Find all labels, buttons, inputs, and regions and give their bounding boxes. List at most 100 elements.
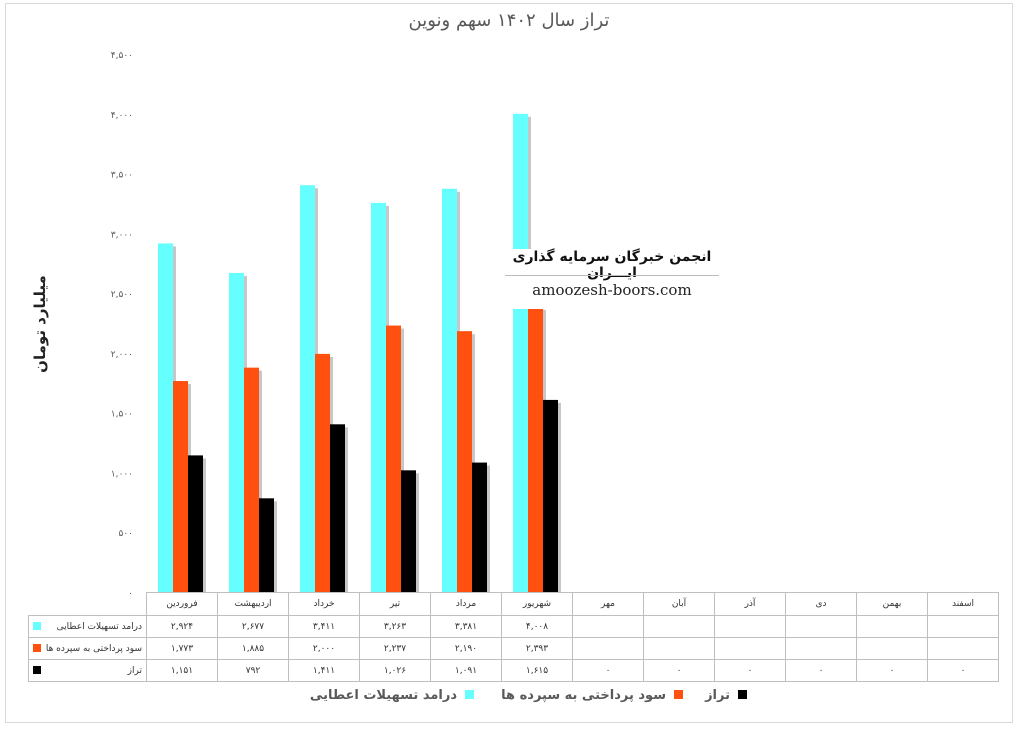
- table-cell: ۳,۴۱۱: [288, 615, 360, 638]
- table-cell: ۲,۱۹۰: [430, 637, 502, 660]
- legend-swatch: [465, 690, 474, 699]
- table-cell: ۰: [927, 659, 999, 682]
- data-table: فروردین اردیبهشت خرداد تیر مرداد شهریور مهر آبا…: [28, 592, 999, 682]
- balance-bar: [401, 470, 416, 593]
- table-cell: [927, 615, 999, 638]
- table-cell: ۲,۶۷۷: [217, 615, 289, 638]
- y-tick-label: ۰: [128, 589, 133, 599]
- category-label: فروردین: [146, 592, 218, 616]
- table-cell: ۰: [572, 659, 644, 682]
- income-bar: [371, 202, 386, 593]
- table-cell: ۰: [856, 659, 928, 682]
- category-label: بهمن: [856, 592, 928, 616]
- table-cell: ۳,۲۶۳: [359, 615, 431, 638]
- series-row-header: سود پرداختی به سپرده ها: [28, 637, 147, 660]
- table-cell: ۲,۳۹۳: [501, 637, 573, 660]
- table-cell: [714, 637, 786, 660]
- category-label: آبان: [643, 592, 715, 616]
- deposit-interest-bar: [528, 306, 543, 593]
- table-cell: [714, 615, 786, 638]
- legend-item: درامد تسهیلات اعطایی: [309, 688, 457, 703]
- legend-item: تراز: [705, 688, 730, 703]
- y-tick-label: ۴,۵۰۰: [111, 51, 133, 61]
- series-row-header: درامد تسهیلات اعطایی: [28, 615, 147, 638]
- series-row-header: تراز: [28, 659, 147, 682]
- table-cell: ۰: [643, 659, 715, 682]
- category-label: تیر: [359, 592, 431, 616]
- deposit-interest-bar: [315, 353, 330, 593]
- income-bar: [158, 243, 173, 593]
- series-swatch: [33, 622, 41, 630]
- table-cell: ۱,۴۱۱: [288, 659, 360, 682]
- table-cell: [856, 615, 928, 638]
- table-header-row: فروردین اردیبهشت خرداد تیر مرداد شهریور مهر آبا…: [29, 592, 999, 616]
- series-name: درامد تسهیلات اعطایی: [56, 621, 142, 632]
- table-cell: ۱,۰۹۱: [430, 659, 502, 682]
- chart-title: تراز سال ۱۴۰۲ سهم ونوین: [408, 10, 610, 31]
- table-cell: ۱,۸۸۵: [217, 637, 289, 660]
- balance-bar: [188, 455, 203, 593]
- table-cell: ۱,۷۷۳: [146, 637, 218, 660]
- table-cell: [785, 637, 857, 660]
- income-bar: [513, 113, 528, 593]
- legend-item: سود پرداختی به سپرده ها: [501, 688, 666, 703]
- category-label: اردیبهشت: [217, 592, 289, 616]
- category-label: مرداد: [430, 592, 502, 616]
- deposit-interest-bar: [386, 325, 401, 593]
- table-cell: ۲,۲۳۷: [359, 637, 431, 660]
- balance-bar: [330, 424, 345, 593]
- table-cell: ۷۹۲: [217, 659, 289, 682]
- balance-bar: [543, 399, 558, 593]
- table-cell: ۱,۰۲۶: [359, 659, 431, 682]
- category-label: دی: [785, 592, 857, 616]
- table-cell: ۳,۳۸۱: [430, 615, 502, 638]
- table-cell: ۴,۰۰۸: [501, 615, 573, 638]
- balance-row: تراز ۱,۱۵۱ ۷۹۲ ۱,۴۱۱ ۱,۰۲۶ ۱,۰۹۱ ۱,۶۱۵ ۰ ۰ ۰ ۰ ۰ ۰: [28, 659, 999, 682]
- table-cell: ۱,۶۱۵: [501, 659, 573, 682]
- table-cell: ۲,۹۲۴: [146, 615, 218, 638]
- y-axis-ticks: ۰ ۵۰۰ ۱,۰۰۰ ۱,۵۰۰ ۲,۰۰۰ ۲,۵۰۰ ۳,۰۰۰ ۳,۵۰۰ ۴,۰۰۰ ۴…: [111, 51, 133, 599]
- series-swatch: [33, 666, 41, 674]
- bar-marks: [158, 113, 561, 594]
- watermark: انجمن خبرگان سرمایه گذاری ایـــران amooz…: [503, 249, 721, 309]
- table-cell: ۲,۰۰۰: [288, 637, 360, 660]
- table-cell: [643, 615, 715, 638]
- legend-swatch: [738, 690, 747, 699]
- table-cell: [572, 615, 644, 638]
- chart-plot: ۰ ۵۰۰ ۱,۰۰۰ ۱,۵۰۰ ۲,۰۰۰ ۲,۵۰۰ ۳,۰۰۰ ۳,۵۰۰ ۴,۰۰۰ ۴…: [111, 51, 561, 599]
- table-cell: [785, 615, 857, 638]
- y-tick-label: ۱,۵۰۰: [111, 410, 133, 420]
- category-label: شهریور: [501, 592, 573, 616]
- table-corner: [29, 593, 147, 616]
- y-tick-label: ۳,۵۰۰: [111, 171, 133, 181]
- table-cell: [927, 637, 999, 660]
- category-label: مهر: [572, 592, 644, 616]
- legend: درامد تسهیلات اعطایی سود پرداختی به سپرده…: [0, 688, 1018, 714]
- deposit-interest-bar: [244, 367, 259, 593]
- y-tick-label: ۲,۵۰۰: [111, 290, 133, 300]
- table-cell: [572, 637, 644, 660]
- y-tick-label: ۳,۰۰۰: [111, 230, 133, 240]
- legend-swatch: [674, 690, 683, 699]
- table-cell: ۱,۱۵۱: [146, 659, 218, 682]
- watermark-divider: [505, 275, 719, 276]
- income-bar: [442, 188, 457, 594]
- watermark-url: amoozesh-boors.com: [532, 281, 692, 299]
- series-name: تراز: [127, 665, 142, 676]
- table-cell: ۰: [714, 659, 786, 682]
- balance-bar: [472, 462, 487, 593]
- table-cell: [856, 637, 928, 660]
- y-tick-label: ۵۰۰: [118, 529, 133, 539]
- income-bar: [229, 272, 244, 593]
- series-name: سود پرداختی به سپرده ها: [45, 643, 142, 654]
- deposit-interest-bar: [173, 381, 188, 593]
- y-tick-label: ۴,۰۰۰: [111, 111, 133, 121]
- table-cell: [643, 637, 715, 660]
- table-cell: ۰: [785, 659, 857, 682]
- category-label: اسفند: [927, 592, 999, 616]
- income-bar: [300, 185, 315, 594]
- category-label: آذر: [714, 592, 786, 616]
- balance-bar: [259, 498, 274, 593]
- income-row: درامد تسهیلات اعطایی ۲,۹۲۴ ۲,۶۷۷ ۳,۴۱۱ ۳,۲۶۳…: [28, 615, 999, 638]
- category-label: خرداد: [288, 592, 360, 616]
